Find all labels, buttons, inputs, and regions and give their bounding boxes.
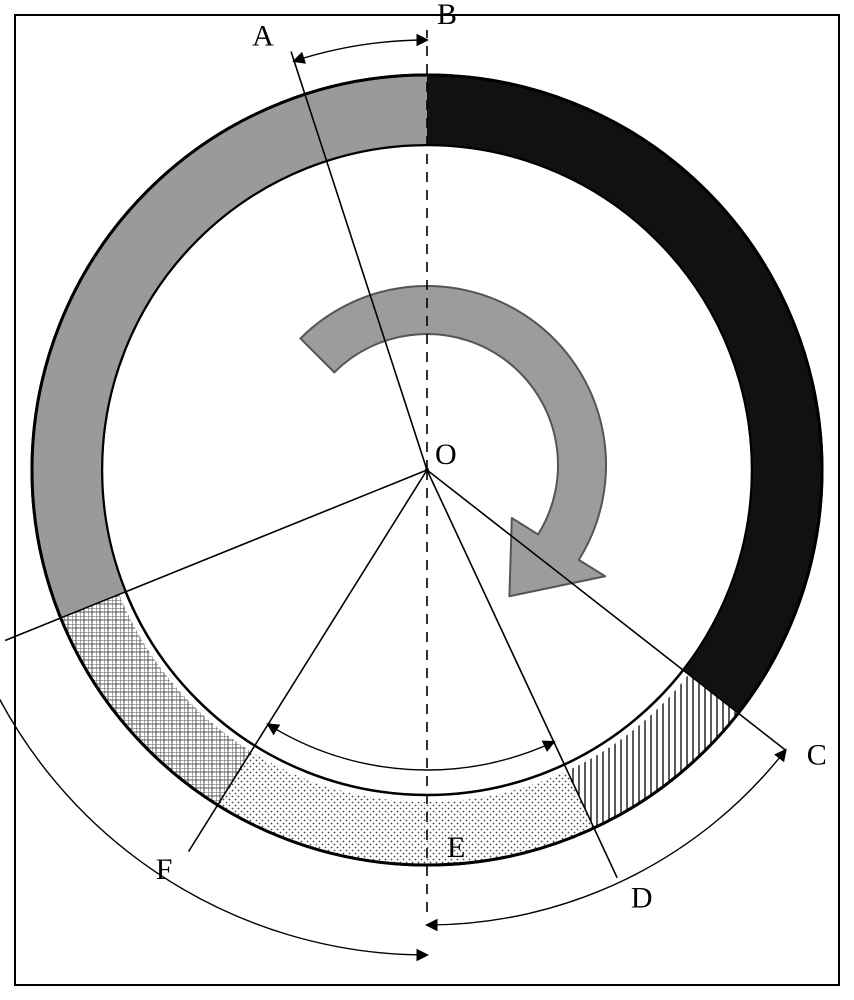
sector-vertical [567,674,738,828]
label-C: C [807,739,827,772]
angle-arc-DF [268,724,554,770]
label-E: E [447,831,465,864]
label-B: B [437,0,457,31]
sector-dark [427,75,822,713]
sector-crosshatch [61,594,251,805]
label-D: D [631,881,653,914]
label-O: O [435,438,457,471]
label-A: A [252,20,274,53]
angle-arc-AB [294,40,427,61]
center-point [425,468,429,472]
